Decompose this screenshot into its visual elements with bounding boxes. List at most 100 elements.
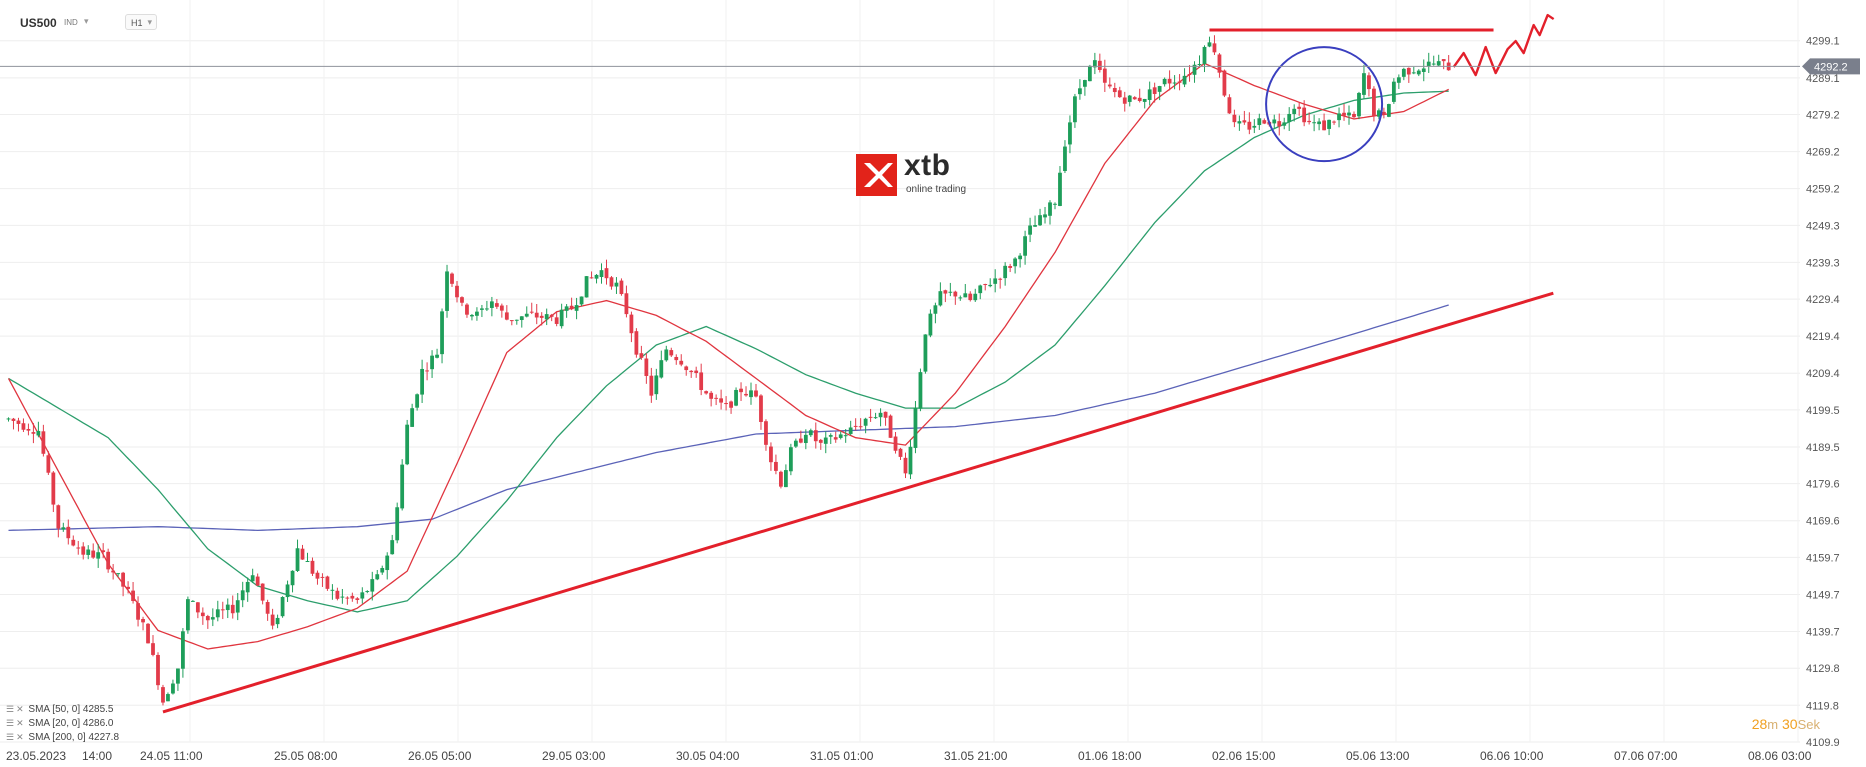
candle-body xyxy=(430,355,434,370)
candle-body xyxy=(405,424,410,465)
candle-body xyxy=(504,312,509,320)
candle-countdown: 28m 30Sek xyxy=(1752,716,1820,732)
candle-body xyxy=(759,395,763,422)
timeframe-label: H1 xyxy=(131,18,143,28)
candle-body xyxy=(833,437,838,440)
candle-body xyxy=(81,546,86,555)
candle-body xyxy=(774,461,778,471)
candle-body xyxy=(200,612,205,617)
candle-body xyxy=(445,271,449,311)
candle-body xyxy=(694,370,699,374)
candle-body xyxy=(360,592,365,599)
settings-icon[interactable]: ☰ xyxy=(6,704,15,714)
candle-body xyxy=(1362,73,1366,95)
chart-grid xyxy=(0,0,1800,743)
candle-body xyxy=(1277,121,1282,127)
candle-body xyxy=(205,616,210,621)
candle-body xyxy=(1357,92,1361,117)
candle-body xyxy=(1282,122,1287,126)
timeframe-selector[interactable]: H1 ▾ xyxy=(125,14,157,30)
candle-body xyxy=(395,507,400,541)
candle-body xyxy=(908,446,913,475)
candle-body xyxy=(440,311,444,355)
candle-body xyxy=(46,455,51,473)
candle-body xyxy=(1232,114,1237,123)
candle-body xyxy=(1381,111,1386,115)
price-tick-label: 4169.6 xyxy=(1806,516,1840,528)
symbol-label[interactable]: US500 xyxy=(20,16,57,30)
candle-body xyxy=(96,552,101,559)
candle-body xyxy=(1342,112,1346,116)
candle-body xyxy=(649,375,654,396)
candle-body xyxy=(1087,65,1092,82)
candle-body xyxy=(36,430,41,436)
candle-body xyxy=(136,603,140,620)
candle-body xyxy=(529,311,534,313)
candle-body xyxy=(973,293,978,301)
settings-icon[interactable]: ☰ xyxy=(6,718,15,728)
time-tick-label: 29.05 03:00 xyxy=(542,749,606,763)
close-icon[interactable]: ✕ xyxy=(16,718,24,728)
sma-200-line xyxy=(8,304,1449,532)
candle-body xyxy=(1327,119,1331,129)
candle-body xyxy=(1406,67,1411,75)
candle-body xyxy=(270,614,275,626)
candle-body xyxy=(290,570,295,586)
candle-body xyxy=(1372,88,1376,116)
candle-body xyxy=(484,308,489,310)
candle-body xyxy=(470,314,474,317)
candle-body xyxy=(903,457,908,474)
legend-item-sma200[interactable]: ☰ ✕ SMA [200, 0] 4227.8 xyxy=(6,730,119,744)
time-tick-label: 25.05 08:00 xyxy=(274,749,338,763)
candle-body xyxy=(754,390,758,397)
candle-body xyxy=(111,570,116,573)
candle-body xyxy=(624,293,629,315)
candle-body xyxy=(514,319,519,321)
candle-body xyxy=(190,600,195,602)
time-tick-label: 31.05 01:00 xyxy=(810,749,874,763)
timer-seconds: 30 xyxy=(1782,716,1798,732)
candle-body xyxy=(589,277,594,279)
candle-body xyxy=(21,423,26,430)
candle-body xyxy=(31,432,36,434)
settings-icon[interactable]: ☰ xyxy=(6,732,15,742)
candle-body xyxy=(729,401,733,408)
candle-body xyxy=(1292,108,1297,115)
price-tick-label: 4199.5 xyxy=(1806,405,1840,417)
candle-body xyxy=(1018,255,1023,260)
candle-body xyxy=(121,572,126,587)
legend-label: SMA [200, 0] 4227.8 xyxy=(28,732,120,743)
candle-body xyxy=(1003,265,1008,279)
candle-body xyxy=(250,575,255,582)
candle-body xyxy=(534,312,539,318)
candle-body xyxy=(1023,236,1027,256)
time-tick-label: 30.05 04:00 xyxy=(676,749,740,763)
candle-body xyxy=(1386,104,1391,117)
candle-body xyxy=(465,304,469,315)
symbol-dropdown-icon[interactable]: ▾ xyxy=(84,16,89,26)
legend-item-sma20[interactable]: ☰ ✕ SMA [20, 0] 4286.0 xyxy=(6,716,119,730)
candle-body xyxy=(559,309,564,327)
candle-body xyxy=(265,602,270,614)
legend-item-sma50[interactable]: ☰ ✕ SMA [50, 0] 4285.5 xyxy=(6,702,119,716)
candle-body xyxy=(719,398,724,403)
candle-body xyxy=(928,313,933,336)
candle-body xyxy=(1073,96,1077,123)
candle-body xyxy=(1252,125,1257,128)
forecast-scribble xyxy=(1452,13,1555,77)
sma-path xyxy=(8,304,1449,532)
candle-body xyxy=(494,303,499,307)
candle-body xyxy=(564,306,569,311)
close-icon[interactable]: ✕ xyxy=(16,704,24,714)
price-tick-label: 4119.8 xyxy=(1806,700,1839,712)
close-icon[interactable]: ✕ xyxy=(16,732,24,742)
candle-body xyxy=(858,426,863,428)
candle-body xyxy=(480,308,484,310)
candle-body xyxy=(1092,60,1097,68)
candle-body xyxy=(639,353,644,358)
candle-body xyxy=(654,375,659,395)
candle-body xyxy=(948,291,953,293)
candle-body xyxy=(724,403,728,405)
candle-body xyxy=(1322,120,1326,131)
